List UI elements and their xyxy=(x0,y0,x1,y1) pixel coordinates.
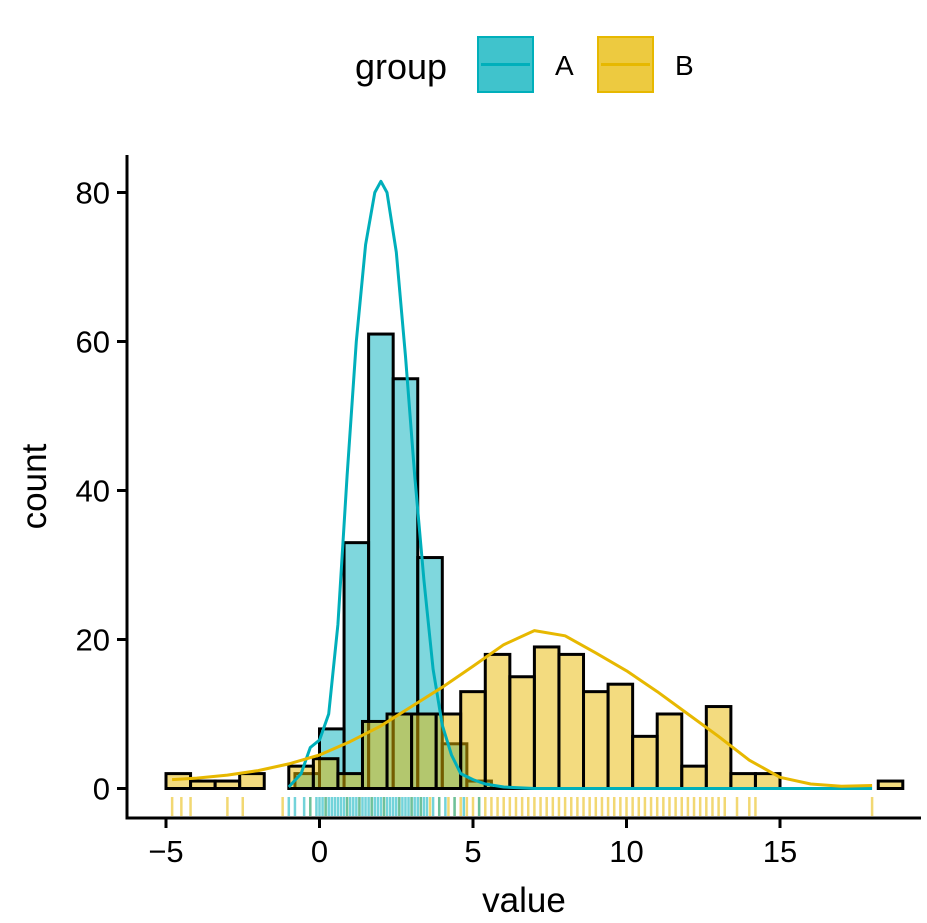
x-tick-label: −5 xyxy=(148,834,183,869)
axes: −5 0 5 10 15 0 20 40 60 80 value count xyxy=(15,155,921,920)
x-axis-ticks: −5 0 5 10 15 xyxy=(148,818,797,869)
bar-b xyxy=(385,712,414,790)
density-curve-a xyxy=(287,179,873,790)
y-tick-label: 20 xyxy=(76,623,110,658)
bar-b xyxy=(483,652,512,791)
x-tick-label: 5 xyxy=(464,834,481,869)
plot-area xyxy=(164,179,905,816)
bar-b xyxy=(532,645,561,791)
legend-label-a: A xyxy=(555,50,574,81)
y-tick-label: 40 xyxy=(76,474,110,509)
bar-b xyxy=(876,779,905,790)
x-axis-title: value xyxy=(482,881,566,920)
legend-label-b: B xyxy=(675,50,694,81)
bar-b xyxy=(213,779,242,790)
bar-b xyxy=(360,719,389,791)
density-curves xyxy=(172,179,873,790)
bar-b xyxy=(311,757,340,791)
bar-b xyxy=(410,712,438,790)
x-tick-label: 15 xyxy=(763,834,797,869)
y-tick-label: 0 xyxy=(93,772,110,807)
bar-b xyxy=(238,772,266,790)
y-axis-title: count xyxy=(15,443,54,529)
bar-b xyxy=(704,705,733,790)
y-tick-label: 60 xyxy=(76,325,110,360)
bar-b xyxy=(336,772,364,790)
bar-b xyxy=(582,690,610,791)
bar-b xyxy=(606,682,635,791)
bar-b xyxy=(557,652,586,791)
bar-b xyxy=(434,712,463,790)
y-axis-ticks: 0 20 40 60 80 xyxy=(76,176,127,807)
density-curve-b xyxy=(172,629,873,788)
bar-b xyxy=(655,712,684,790)
x-tick-label: 10 xyxy=(609,834,643,869)
bar-b xyxy=(729,772,757,790)
rug-marks xyxy=(170,797,874,816)
legend: group A B xyxy=(355,36,694,93)
bar-b xyxy=(631,734,659,790)
legend-item-a: A xyxy=(477,36,574,93)
bar-b xyxy=(680,764,708,791)
bar-b xyxy=(164,772,193,790)
legend-title: group xyxy=(355,46,447,87)
legend-item-b: B xyxy=(597,36,694,93)
bar-b xyxy=(189,779,217,790)
x-tick-label: 0 xyxy=(311,834,328,869)
bar-b xyxy=(508,675,536,790)
y-tick-label: 80 xyxy=(76,176,110,211)
series-b-bars xyxy=(164,645,905,791)
